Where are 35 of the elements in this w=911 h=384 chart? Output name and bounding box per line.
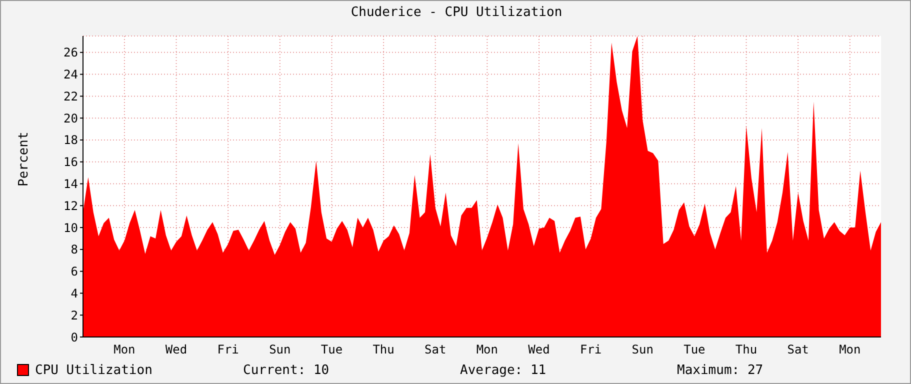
x-tick-label: Wed (165, 342, 188, 357)
y-tick-label: 18 (64, 133, 78, 148)
x-tick-label: Sat (787, 342, 809, 357)
x-tick-label: Mon (839, 342, 861, 357)
x-tick-label: Tue (320, 342, 343, 357)
x-tick-label: Sun (269, 342, 291, 357)
x-tick-label: Sat (424, 342, 446, 357)
x-tick-label: Fri (580, 342, 602, 357)
x-tick-label: Thu (372, 342, 394, 357)
y-tick-label: 6 (70, 264, 78, 279)
text: Average: 11 (460, 362, 548, 378)
y-tick-label: 24 (64, 68, 78, 82)
x-tick-label: Mon (476, 342, 498, 357)
y-tick-label: 0 (70, 330, 78, 344)
text: Current: 10 (243, 362, 330, 378)
y-tick-label: 2 (70, 308, 78, 322)
y-tick-label: 20 (64, 111, 78, 126)
legend-label: CPU Utilization (35, 362, 152, 378)
y-tick-label: 10 (64, 220, 78, 235)
y-tick-label: 16 (64, 155, 78, 170)
y-tick-label: 4 (70, 286, 78, 300)
y-axis-title: Percent (16, 132, 32, 186)
x-tick-label: Mon (114, 342, 136, 357)
x-tick-label: Thu (735, 342, 758, 357)
text: Maximum: 27 (677, 362, 764, 378)
x-tick-label: Sun (632, 342, 654, 357)
x-tick-label: Wed (528, 342, 550, 357)
x-tick-label: Fri (217, 342, 239, 357)
y-tick-label: 14 (64, 177, 78, 192)
y-tick-label: 26 (64, 46, 78, 60)
y-tick-label: 12 (64, 198, 78, 213)
y-tick-label: 8 (70, 242, 78, 257)
x-tick-label: Tue (684, 342, 706, 357)
chart-title: Chuderice - CPU Utilization (350, 5, 564, 20)
y-tick-label: 22 (64, 89, 78, 104)
